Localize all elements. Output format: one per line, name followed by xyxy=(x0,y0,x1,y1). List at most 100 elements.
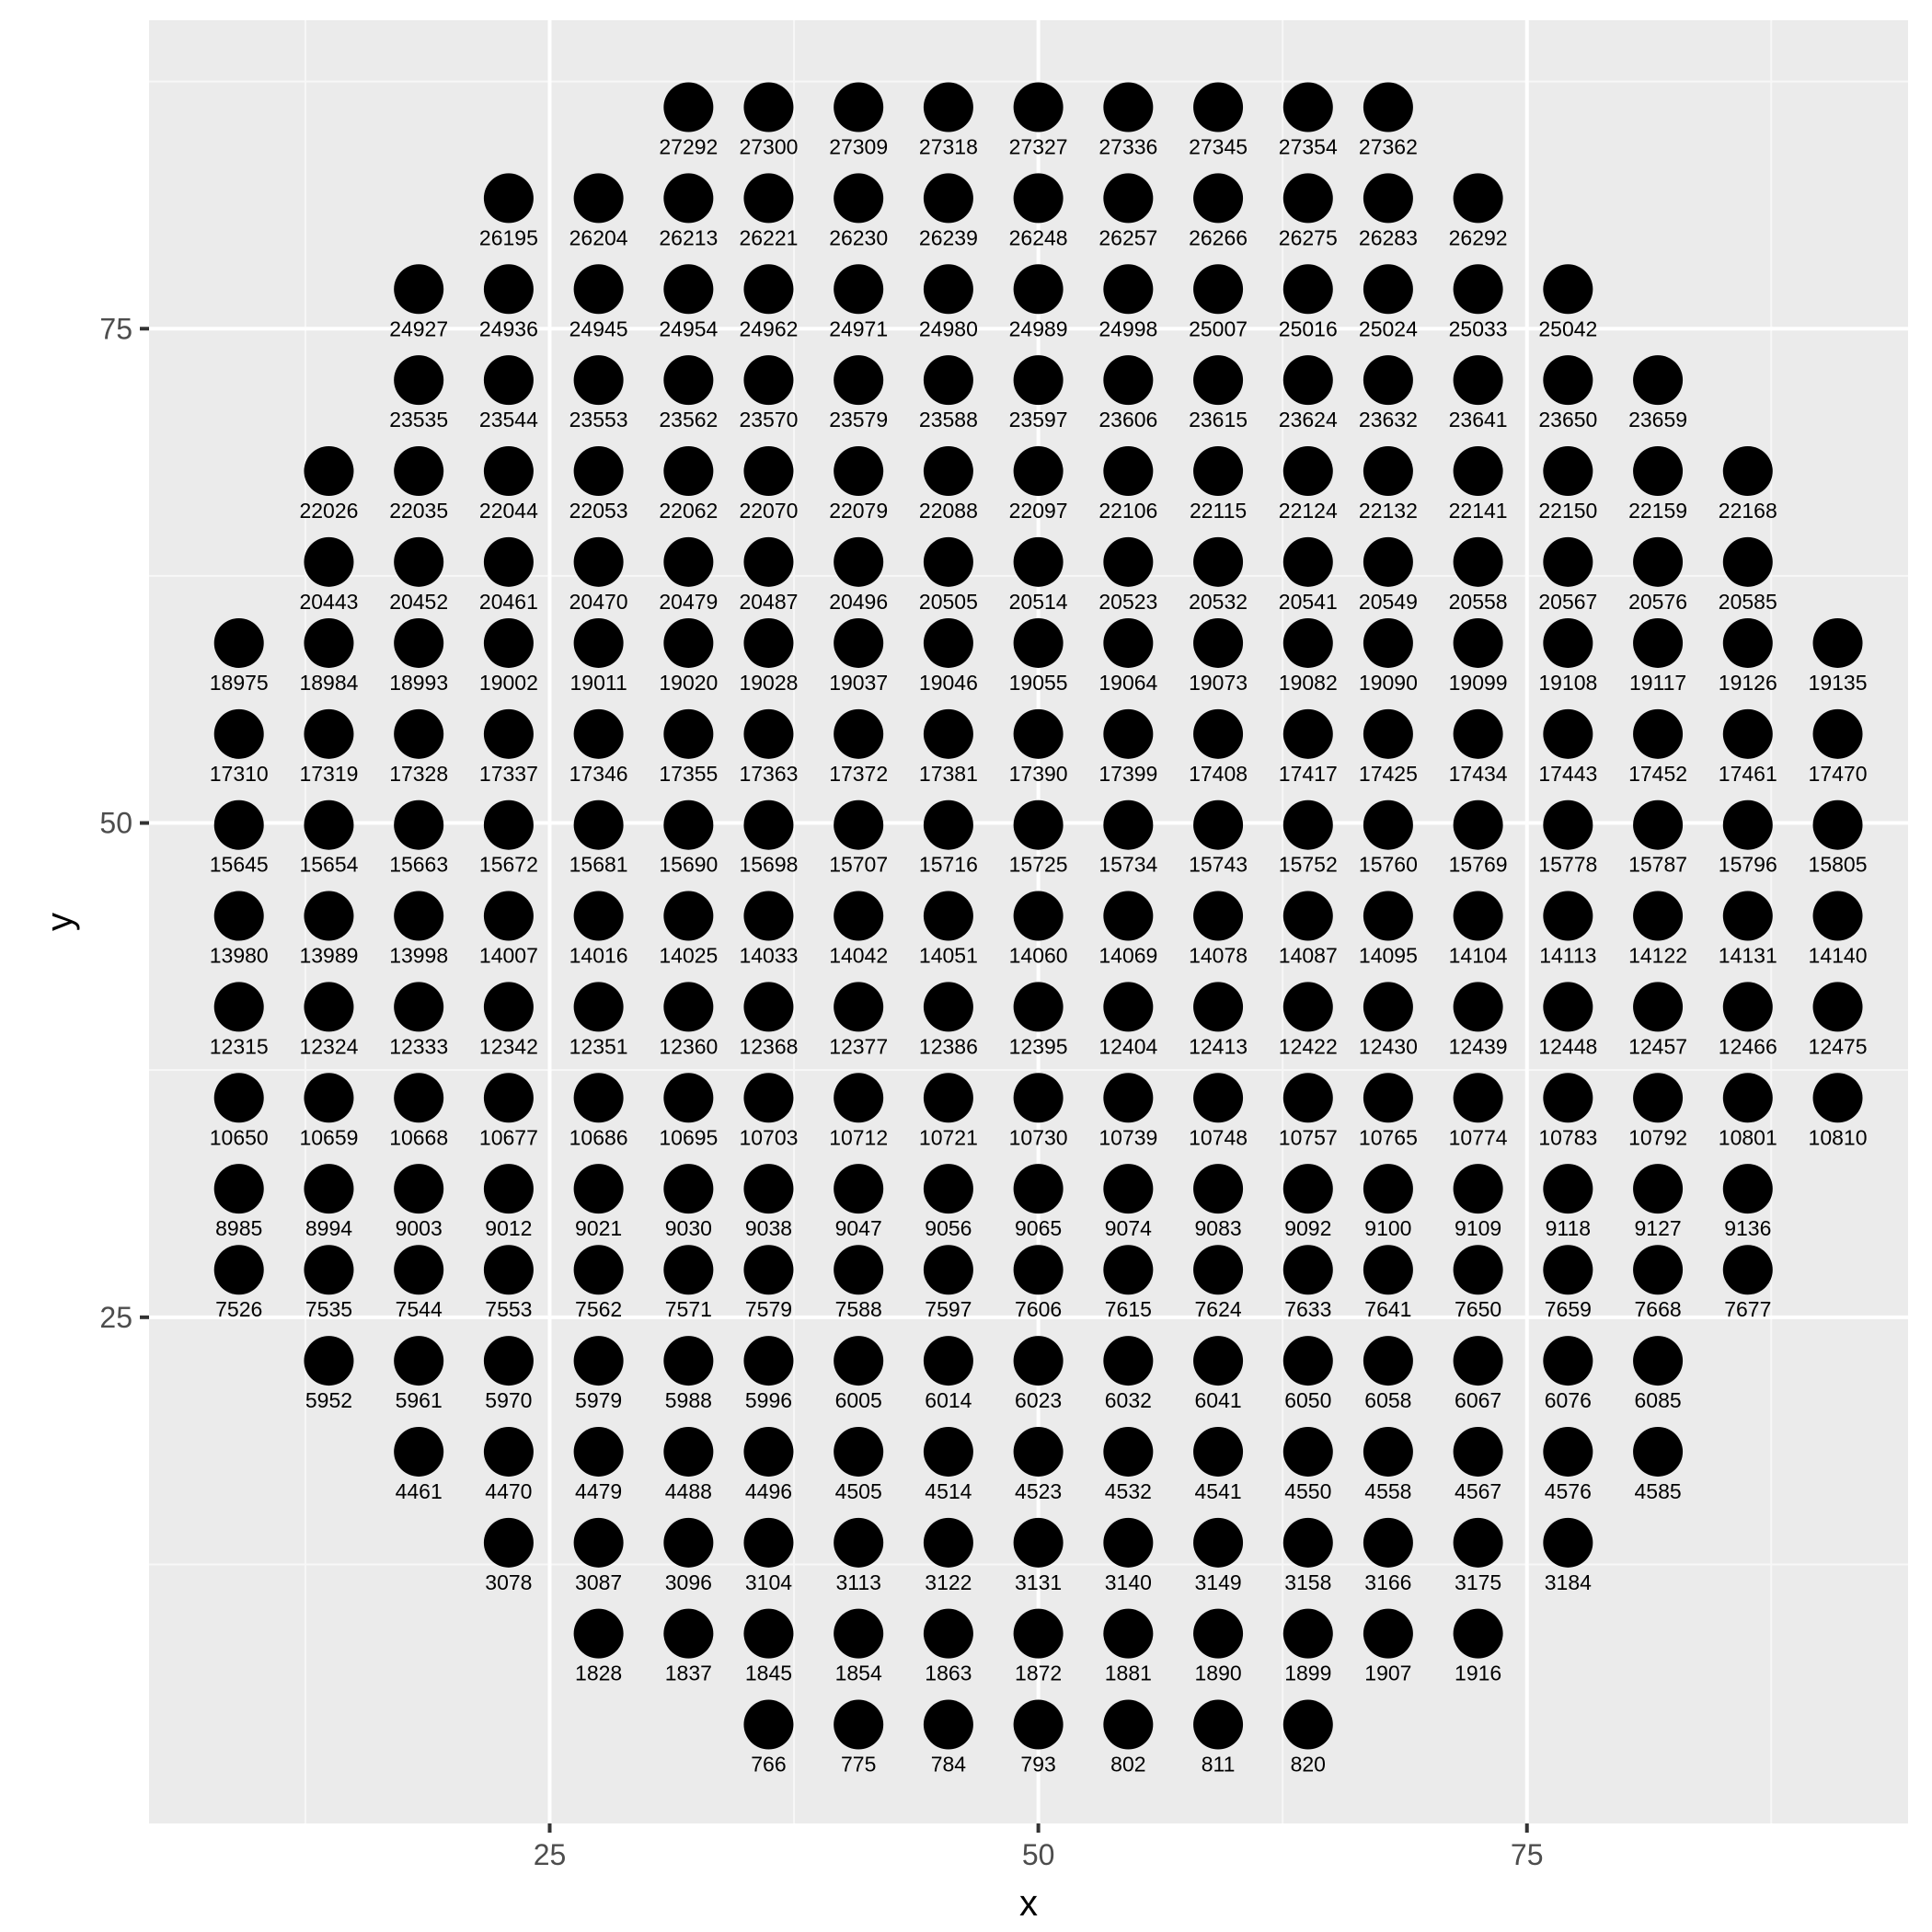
point-label: 9065 xyxy=(1015,1216,1062,1240)
point-label: 12368 xyxy=(739,1034,798,1058)
data-point xyxy=(1103,1699,1154,1750)
point-label: 4576 xyxy=(1545,1479,1592,1503)
point-label: 22097 xyxy=(1009,499,1068,523)
point-label: 14131 xyxy=(1719,944,1777,968)
data-point xyxy=(1722,1245,1773,1295)
data-point xyxy=(1013,708,1064,759)
point-label: 4523 xyxy=(1015,1479,1062,1503)
data-point xyxy=(1193,1164,1244,1214)
point-label: 26283 xyxy=(1359,225,1418,249)
point-label: 15743 xyxy=(1189,853,1248,877)
point-label: 12404 xyxy=(1098,1034,1157,1058)
data-point xyxy=(394,1336,444,1386)
point-label: 22070 xyxy=(739,499,798,523)
data-point xyxy=(1193,1699,1244,1750)
data-point xyxy=(1722,799,1773,850)
point-label: 9127 xyxy=(1634,1216,1681,1240)
data-point xyxy=(743,355,794,406)
point-label: 12395 xyxy=(1009,1034,1068,1058)
data-point xyxy=(394,446,444,496)
data-point xyxy=(1193,799,1244,850)
point-label: 14104 xyxy=(1449,944,1508,968)
data-point xyxy=(663,617,714,668)
data-point xyxy=(923,82,973,132)
point-label: 23570 xyxy=(739,408,798,431)
data-point xyxy=(834,891,884,941)
data-point xyxy=(1013,1517,1064,1568)
point-label: 22159 xyxy=(1628,499,1687,523)
point-label: 10730 xyxy=(1009,1125,1068,1149)
data-point xyxy=(1013,1164,1064,1214)
point-label: 23535 xyxy=(389,408,448,431)
point-label: 24954 xyxy=(659,316,718,340)
data-point xyxy=(1812,1073,1863,1123)
point-label: 19090 xyxy=(1359,671,1418,695)
data-point xyxy=(1013,536,1064,587)
data-point xyxy=(663,982,714,1032)
data-point xyxy=(923,1608,973,1659)
data-point xyxy=(483,617,534,668)
point-label: 14042 xyxy=(829,944,888,968)
point-label: 14140 xyxy=(1809,944,1868,968)
data-point xyxy=(1722,982,1773,1032)
point-label: 1854 xyxy=(835,1662,882,1685)
data-point xyxy=(1193,1245,1244,1295)
data-point xyxy=(1543,799,1593,850)
point-label: 7579 xyxy=(745,1297,792,1321)
point-label: 6005 xyxy=(835,1388,882,1412)
point-label: 20443 xyxy=(299,590,358,614)
data-point xyxy=(1103,536,1154,587)
data-point xyxy=(483,799,534,850)
data-point xyxy=(923,1336,973,1386)
data-point xyxy=(923,355,973,406)
data-point xyxy=(573,1245,624,1295)
data-point xyxy=(304,1164,354,1214)
data-point xyxy=(1363,891,1413,941)
point-label: 22053 xyxy=(569,499,628,523)
point-label: 12457 xyxy=(1628,1034,1687,1058)
point-label: 20585 xyxy=(1719,590,1777,614)
point-label: 7668 xyxy=(1634,1297,1681,1321)
point-label: 7571 xyxy=(665,1297,712,1321)
point-label: 17443 xyxy=(1538,762,1597,786)
data-point xyxy=(1013,1073,1064,1123)
point-label: 1890 xyxy=(1194,1662,1241,1685)
data-point xyxy=(663,1073,714,1123)
data-point xyxy=(834,708,884,759)
data-point xyxy=(483,1245,534,1295)
point-label: 26257 xyxy=(1098,225,1157,249)
data-point xyxy=(573,982,624,1032)
point-label: 27336 xyxy=(1098,135,1157,159)
data-point xyxy=(1363,1336,1413,1386)
data-point xyxy=(213,1164,264,1214)
point-label: 15769 xyxy=(1449,853,1508,877)
data-point xyxy=(663,446,714,496)
point-label: 17434 xyxy=(1449,762,1508,786)
point-label: 10677 xyxy=(479,1125,538,1149)
data-point xyxy=(1193,1336,1244,1386)
point-label: 6067 xyxy=(1455,1388,1501,1412)
data-point xyxy=(1633,1426,1684,1477)
data-point xyxy=(923,1517,973,1568)
point-label: 22132 xyxy=(1359,499,1418,523)
point-label: 7677 xyxy=(1724,1297,1771,1321)
data-point xyxy=(923,1164,973,1214)
point-label: 10801 xyxy=(1719,1125,1777,1149)
data-point xyxy=(923,173,973,224)
data-point xyxy=(1193,1517,1244,1568)
point-label: 10659 xyxy=(299,1125,358,1149)
data-point xyxy=(1282,1608,1333,1659)
point-label: 7624 xyxy=(1194,1297,1241,1321)
point-label: 5988 xyxy=(665,1388,712,1412)
point-label: 793 xyxy=(1020,1753,1055,1777)
point-label: 15645 xyxy=(210,853,269,877)
point-label: 12351 xyxy=(569,1034,628,1058)
data-point xyxy=(394,708,444,759)
data-point xyxy=(1543,536,1593,587)
point-label: 9118 xyxy=(1546,1216,1591,1240)
data-point xyxy=(483,1517,534,1568)
data-point xyxy=(1103,355,1154,406)
data-point xyxy=(743,982,794,1032)
data-point xyxy=(1103,708,1154,759)
data-point xyxy=(304,891,354,941)
